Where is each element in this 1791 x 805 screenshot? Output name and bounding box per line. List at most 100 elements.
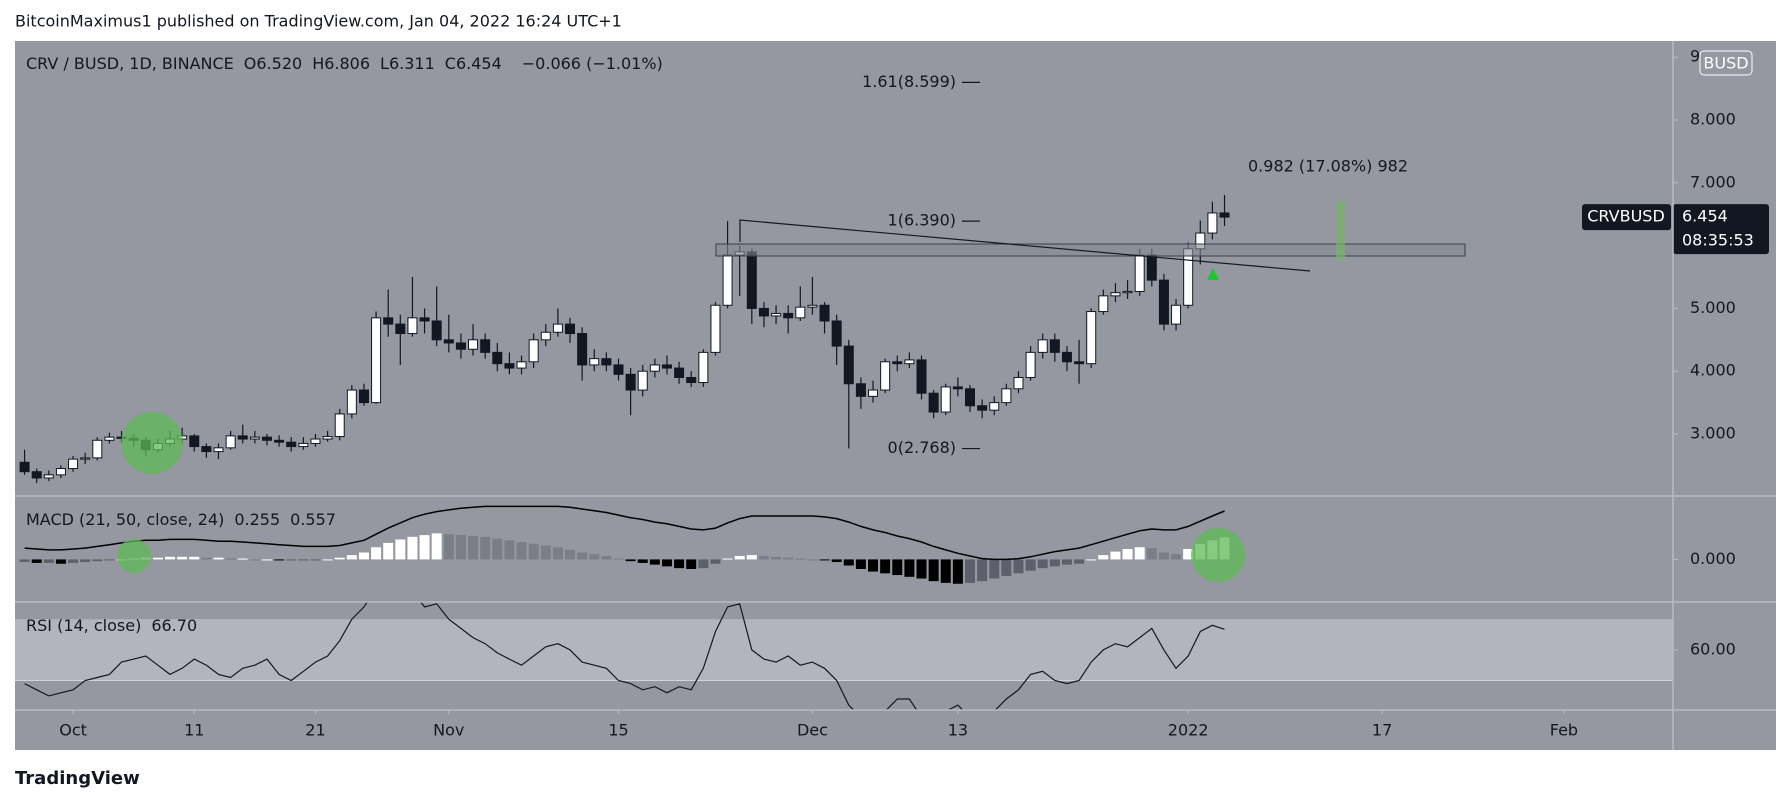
ohlc-key: C	[444, 54, 456, 73]
macd-histogram-bar	[1061, 559, 1072, 565]
x-tick-label: Nov	[433, 721, 464, 740]
candle-body	[249, 436, 260, 440]
rsi-line	[24, 602, 1225, 710]
macd-histogram-bar	[407, 536, 418, 560]
macd-histogram-bar	[783, 557, 794, 560]
rsi-band	[15, 619, 1673, 681]
candle-body	[395, 323, 406, 335]
candle-body	[383, 317, 394, 325]
rsi-pane	[15, 602, 1673, 710]
candle-body	[880, 361, 891, 391]
macd-histogram-bar	[455, 535, 466, 560]
y-tick-label: 5.000	[1690, 298, 1736, 317]
candle-body	[758, 307, 769, 317]
macd-histogram-bar	[601, 555, 612, 560]
candle-body	[1013, 376, 1024, 390]
candle-body	[346, 389, 357, 415]
macd-histogram-bar	[492, 538, 503, 560]
macd-histogram-bar	[1001, 559, 1012, 576]
macd-histogram-bar	[504, 540, 515, 560]
x-tick-label: Feb	[1550, 721, 1578, 740]
macd-histogram-bar	[686, 559, 697, 569]
macd-histogram-bar	[795, 558, 806, 560]
macd-histogram-bar	[383, 542, 394, 560]
rsi-legend: RSI (14, close) 66.70	[26, 616, 207, 635]
candle-body	[916, 359, 927, 394]
macd-histogram-bar	[346, 555, 357, 560]
y-tick-label: 60.00	[1690, 639, 1736, 658]
y-tick-label: 0.000	[1690, 549, 1736, 568]
macd-histogram-bar	[892, 559, 903, 576]
x-tick-label: Dec	[797, 721, 828, 740]
macd-histogram-bar	[831, 559, 842, 563]
macd-histogram-bar	[589, 554, 600, 560]
candle-body	[92, 439, 103, 459]
candle-body	[480, 339, 491, 353]
candle-body	[1086, 311, 1097, 365]
macd-legend: MACD (21, 50, close, 24) 0.255 0.557	[26, 510, 346, 529]
symbol-title: CRV / BUSD, 1D, BINANCE	[26, 54, 234, 73]
candle-body	[1098, 295, 1109, 313]
candle-body	[807, 304, 818, 308]
macd-histogram-bar	[1183, 549, 1194, 560]
highlight-circle	[1191, 528, 1245, 582]
candle-body	[1074, 361, 1085, 365]
candle-body	[601, 358, 612, 366]
candle-body	[977, 405, 988, 411]
measure-bar	[1336, 201, 1345, 260]
candle-body	[1037, 339, 1048, 353]
x-tick-label: 15	[608, 721, 628, 740]
y-tick-label: 3.000	[1690, 424, 1736, 443]
macd-histogram-bar	[55, 559, 66, 564]
ohlc-key: O	[243, 54, 257, 73]
macd-histogram-bar	[1086, 559, 1097, 561]
candle-body	[322, 436, 333, 440]
candle-body	[674, 367, 685, 378]
candle-body	[310, 438, 321, 444]
candle-body	[1171, 304, 1182, 325]
macd-histogram-bar	[1098, 555, 1109, 560]
candle-body	[722, 254, 733, 306]
candle-body	[964, 388, 975, 407]
candle-body	[407, 317, 418, 335]
macd-histogram-bar	[334, 557, 345, 560]
ohlc-value: 6.806	[324, 54, 371, 73]
macd-histogram-bar	[722, 558, 733, 560]
candle-body	[286, 441, 297, 448]
candle-body	[68, 458, 79, 470]
fib-label: 1(6.390)	[888, 211, 956, 230]
macd-histogram-bar	[613, 558, 624, 560]
candle-body	[1207, 212, 1218, 234]
candle-body	[940, 386, 951, 413]
macd-histogram-bar	[880, 559, 891, 574]
macd-histogram-bar	[577, 552, 588, 560]
candle-body	[189, 435, 200, 448]
candle-body	[443, 339, 454, 344]
trend-line	[739, 219, 1311, 272]
ohlc-value: 6.454	[455, 54, 502, 73]
candle-body	[1061, 351, 1072, 363]
macd-histogram-bar	[1122, 549, 1133, 560]
macd-histogram-bar	[516, 542, 527, 560]
candle-body	[661, 364, 672, 369]
macd-histogram-bar	[807, 559, 818, 561]
candle-body	[358, 389, 369, 404]
macd-histogram-bar	[395, 539, 406, 560]
candle-body	[516, 361, 527, 369]
macd-value: 0.557	[290, 510, 336, 529]
macd-histogram-bar	[964, 559, 975, 583]
candle-body	[831, 320, 842, 347]
candle-body	[686, 376, 697, 384]
macd-histogram-bar	[80, 559, 91, 563]
macd-histogram-bar	[249, 559, 260, 561]
macd-histogram-value: 0.255	[234, 510, 281, 529]
candle-body	[492, 351, 503, 365]
macd-histogram-bar	[237, 558, 248, 560]
candle-body	[1122, 290, 1133, 294]
macd-histogram-bar	[322, 559, 333, 561]
candle-body	[104, 436, 115, 441]
macd-histogram-bar	[298, 559, 309, 561]
candle-body	[989, 402, 1000, 411]
candle-body	[710, 304, 721, 353]
